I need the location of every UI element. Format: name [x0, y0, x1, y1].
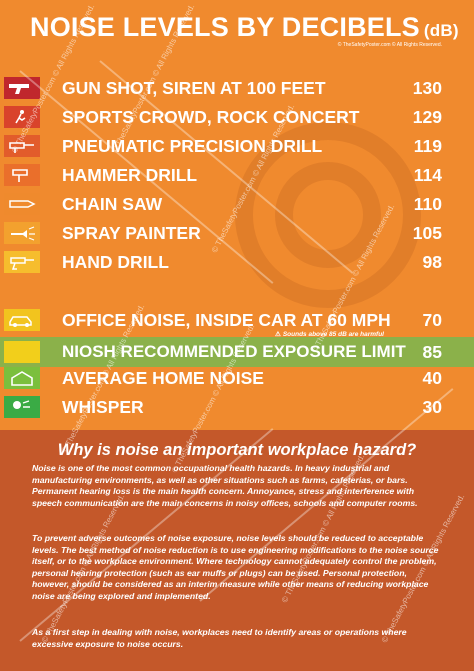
poster-title: NOISE LEVELS BY DECIBELS (dB) [30, 12, 459, 42]
level-row: HAND DRILL 98 [0, 250, 474, 274]
level-value: 119 [413, 136, 442, 156]
niosh-value: 85 [422, 342, 442, 362]
level-value: 40 [422, 368, 442, 388]
gun-icon [9, 84, 29, 94]
level-label: GUN SHOT, SIREN AT 100 FEET [62, 78, 326, 98]
level-swatch [4, 135, 40, 157]
level-row: WHISPER 30 [0, 395, 474, 419]
niosh-label: NIOSH RECOMMENDED EXPOSURE LIMIT [62, 342, 406, 361]
home-icon [11, 371, 33, 386]
level-row: CHAIN SAW 110 [0, 192, 474, 216]
level-value: 105 [412, 223, 442, 243]
level-value: 30 [422, 397, 442, 417]
level-swatch [4, 164, 40, 186]
niosh-swatch [4, 341, 40, 363]
harm-note: ⚠ Sounds above 85 dB are harmful [275, 331, 384, 338]
level-swatch [4, 77, 40, 99]
level-label: CHAIN SAW [62, 194, 163, 214]
levels-panel: GUN SHOT, SIREN AT 100 FEET 130 SPORTS CRO… [0, 62, 474, 430]
car-icon [9, 316, 32, 327]
level-row: OFFICE NOISE, INSIDE CAR AT 60 MPH 70 [0, 308, 474, 332]
level-row: PNEUMATIC PRECISION DRILL 119 [0, 134, 474, 158]
drill-icon [9, 142, 34, 153]
hand-drill-icon [10, 257, 34, 270]
level-swatch [4, 106, 40, 128]
level-value: 130 [412, 78, 442, 98]
level-label: HAND DRILL [62, 252, 169, 272]
level-swatch [4, 396, 40, 418]
title-unit: (dB) [423, 21, 459, 40]
level-swatch [4, 193, 40, 215]
level-swatch [4, 309, 40, 331]
level-row: GUN SHOT, SIREN AT 100 FEET 130 [0, 76, 474, 100]
level-swatch [4, 251, 40, 273]
spray-icon [11, 226, 35, 241]
saw-icon [9, 200, 36, 208]
level-row: SPRAY PAINTER 105 [0, 221, 474, 245]
level-label: SPORTS CROWD, ROCK CONCERT [62, 107, 360, 127]
level-row: AVERAGE HOME NOISE 40 [0, 366, 474, 390]
whisper-icon [13, 400, 30, 409]
level-label: HAMMER DRILL [62, 165, 198, 185]
section-title: Why is noise an important workplace haza… [57, 441, 417, 459]
paragraph-2: To prevent adverse outcomes of noise exp… [32, 533, 439, 601]
niosh-row: NIOSH RECOMMENDED EXPOSURE LIMIT 85 [0, 337, 474, 367]
level-row: SPORTS CROWD, ROCK CONCERT 129 [0, 105, 474, 129]
level-label: PNEUMATIC PRECISION DRILL [62, 136, 323, 156]
level-label: AVERAGE HOME NOISE [62, 368, 264, 388]
level-label: WHISPER [62, 397, 144, 417]
hammer-icon [12, 169, 28, 182]
level-label: SPRAY PAINTER [62, 223, 201, 243]
level-swatch [4, 367, 40, 389]
header: NOISE LEVELS BY DECIBELS (dB) © TheSafety… [0, 0, 474, 62]
copyright-text: © TheSafetyPoster.com © All Rights Reser… [337, 42, 442, 48]
level-label: OFFICE NOISE, INSIDE CAR AT 60 MPH [62, 310, 391, 330]
level-value: 70 [422, 310, 442, 330]
warning-icon: ⚠ [275, 331, 281, 338]
level-value: 98 [422, 252, 442, 272]
level-row: HAMMER DRILL 114 [0, 163, 474, 187]
running-icon [15, 110, 26, 124]
level-value: 114 [413, 165, 442, 185]
level-swatch [4, 222, 40, 244]
paragraph-3: As a first step in dealing with noise, w… [32, 627, 407, 649]
level-value: 110 [413, 194, 442, 214]
level-value: 129 [412, 107, 442, 127]
paragraph-1: Noise is one of the most common occupati… [32, 463, 418, 508]
